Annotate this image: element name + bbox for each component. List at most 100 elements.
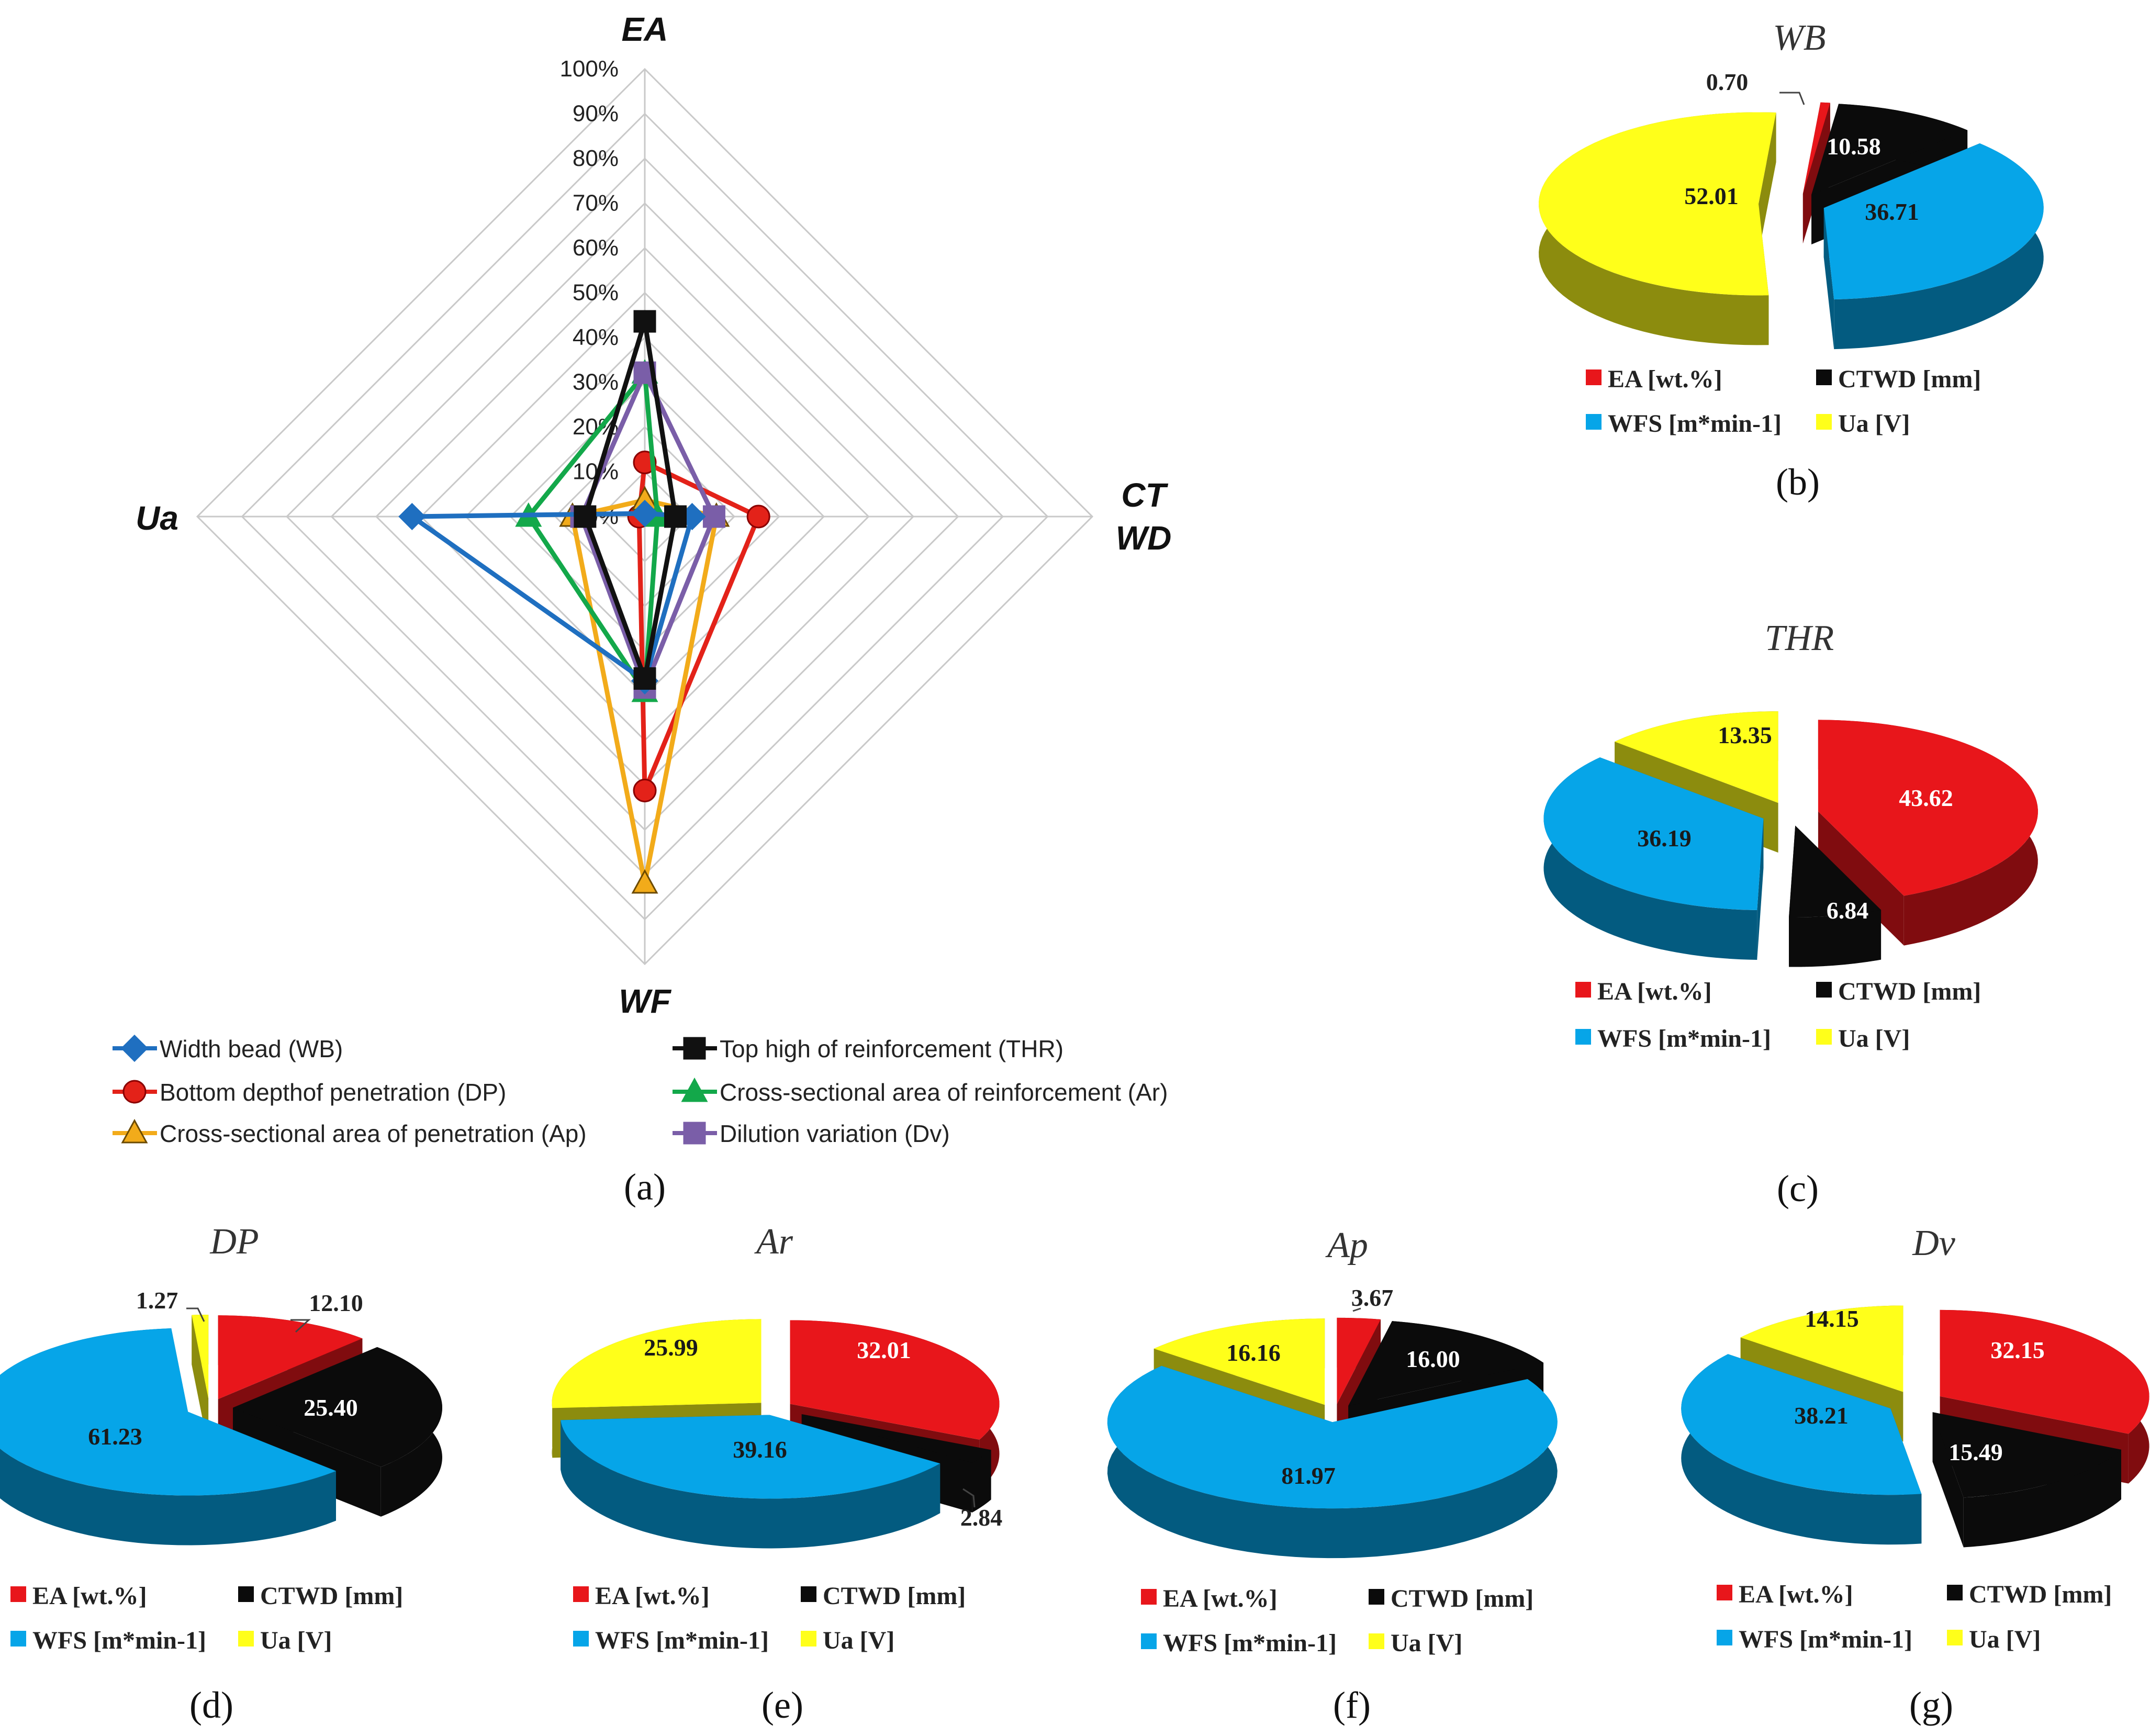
pie-chart: Ar 32.01 2.84 39.16 25.99 EA [wt.%] CTWD [mm] W… <box>552 1222 1002 1726</box>
pie-slice-top <box>1337 1317 1381 1404</box>
pie-legend-swatch <box>238 1631 254 1647</box>
pie-slice <box>1802 102 1830 244</box>
radar-series <box>515 359 671 702</box>
radar-point <box>631 499 659 528</box>
pie-value-label: 81.97 <box>1281 1462 1336 1489</box>
radar-chart: 0%10%20%30%40%50%60%70%80%90%100%EACTWDW… <box>113 10 1171 1208</box>
radar-tick-label: 30% <box>573 369 619 395</box>
pie-legend-swatch <box>801 1631 816 1647</box>
pie-legend-label: CTWD [mm] <box>1391 1585 1533 1612</box>
pie-legend: EA [wt.%] CTWD [mm] WFS [m*min-1] Ua [V] <box>10 1582 403 1654</box>
legend-item: Dilution variation (Dv) <box>673 1120 950 1147</box>
legend-item: Cross-sectional area of penetration (Ap) <box>113 1118 587 1147</box>
pie-legend-item: WFS [m*min-1] <box>1586 410 1782 438</box>
pie-chart: DP 12.10 25.40 61.23 1.27 EA [wt.%] CTWD [mm] W… <box>0 1222 442 1726</box>
radar-point <box>120 1034 149 1062</box>
pie-slice-top <box>192 1315 209 1399</box>
pie-chart: THR 43.62 6.84 36.19 13.35 EA [wt.%] CTWD [mm]… <box>1543 618 2038 1209</box>
radar-legend: Width bead (WB) Top high of reinforcement… <box>113 1034 1168 1147</box>
radar-point <box>683 1037 706 1060</box>
pie-value-label: 38.21 <box>1794 1402 1849 1429</box>
pie-value-label: 36.19 <box>1637 825 1692 852</box>
radar-point <box>633 779 657 803</box>
pie-slice-top <box>1818 720 2038 896</box>
pie-chart: Ap 3.67 16.00 81.97 16.16 EA [wt.%] CTWD [mm] W… <box>1107 1225 1558 1726</box>
pie-legend-label: EA [wt.%] <box>1163 1585 1278 1612</box>
pie-slice-wall <box>1818 811 1904 946</box>
pie-legend-label: Ua [V] <box>1391 1629 1462 1657</box>
radar-series <box>574 310 687 690</box>
pie-slice-top <box>232 1347 442 1467</box>
pie-legend-item: CTWD [mm] <box>1369 1585 1533 1612</box>
pie-slice-top <box>1823 143 2044 300</box>
pie-legend-item: Ua [V] <box>1369 1629 1462 1657</box>
panel-label: (d) <box>189 1684 233 1726</box>
pie-legend-swatch <box>1369 1589 1384 1605</box>
pie-chart: Dv 32.15 15.49 38.21 14.15 EA [wt.%] CTWD [mm]… <box>1681 1223 2149 1726</box>
pie-value-label: 12.10 <box>309 1290 363 1316</box>
axis-label-ctwd: WD <box>1116 519 1172 557</box>
pie-legend-item: WFS [m*min-1] <box>1717 1626 1912 1653</box>
pie-legend-item: EA [wt.%] <box>1717 1581 1853 1608</box>
radar-axis-labels: EA CT WD WF Ua <box>136 10 1171 1020</box>
pie-slice-top <box>1811 104 1968 195</box>
pie-chart: WB 0.70 10.58 36.71 52.01 EA [wt.%] CTWD [mm] W… <box>1539 18 2044 503</box>
pie-legend: EA [wt.%] CTWD [mm] WFS [m*min-1] Ua [V] <box>1575 978 1981 1052</box>
pie-slice-top <box>790 1320 1000 1440</box>
pie-slice-rim <box>561 1420 940 1549</box>
pie-legend-label: Ua [V] <box>260 1627 332 1654</box>
pie-legend-item: CTWD [mm] <box>238 1582 403 1610</box>
radar-tick-label: 70% <box>573 191 619 216</box>
pie-value-label: 6.84 <box>1827 897 1869 924</box>
pie-title: Dv <box>1912 1223 1956 1263</box>
pie-value-label: 52.01 <box>1684 183 1739 209</box>
pie-legend-item: EA [wt.%] <box>1586 365 1722 393</box>
pie-leader-line <box>962 1488 976 1508</box>
pie-leader-line <box>1352 1307 1361 1312</box>
pie-title: DP <box>209 1222 259 1262</box>
pie-slice-rim <box>1789 910 1882 967</box>
pie-slice <box>1789 825 1882 967</box>
pie-legend-swatch <box>1141 1633 1157 1649</box>
pie-slice-top <box>801 1414 991 1463</box>
pie-legend-label: WFS [m*min-1] <box>595 1627 769 1654</box>
pie-legend-swatch <box>1369 1633 1384 1649</box>
panel-label: (a) <box>624 1166 666 1208</box>
pie-legend-item: Ua [V] <box>1816 1025 1910 1052</box>
pie-value-label: 1.27 <box>136 1287 178 1314</box>
pie-slice-top <box>1802 102 1830 194</box>
pie-slice-top <box>1107 1365 1558 1509</box>
pie-slice-top <box>1940 1309 2149 1434</box>
legend-label: Cross-sectional area of reinforcement (A… <box>720 1079 1168 1106</box>
legend-label: Cross-sectional area of penetration (Ap) <box>160 1120 587 1147</box>
pie-legend-item: EA [wt.%] <box>1141 1585 1278 1612</box>
pie-legend: EA [wt.%] CTWD [mm] WFS [m*min-1] Ua [V] <box>573 1582 966 1654</box>
pie-legend-item: EA [wt.%] <box>10 1582 147 1610</box>
legend-label: Width bead (WB) <box>160 1035 343 1062</box>
panel-label: (e) <box>762 1684 803 1726</box>
pie-legend-swatch <box>1816 369 1832 385</box>
pie-legend-swatch <box>1586 414 1602 430</box>
radar-tick-label: 60% <box>573 235 619 261</box>
radar-point <box>681 1077 708 1102</box>
pie-legend-label: CTWD [mm] <box>260 1582 403 1610</box>
pie-slice-wall <box>1823 208 1834 350</box>
pie-title: WB <box>1773 18 1826 58</box>
pie-slice-top <box>1615 711 1778 803</box>
legend-item: Cross-sectional area of reinforcement (A… <box>673 1077 1168 1106</box>
radar-point <box>746 505 770 529</box>
pie-legend-label: CTWD [mm] <box>1838 365 1981 393</box>
pie-title: THR <box>1765 618 1834 658</box>
pie-value-label: 25.99 <box>644 1334 698 1361</box>
radar-tick-label: 80% <box>573 145 619 171</box>
radar-point <box>574 505 597 528</box>
radar-point <box>398 502 426 531</box>
pie-legend-swatch <box>238 1586 254 1602</box>
pie-slice <box>1932 1412 2121 1548</box>
pie-slice <box>1539 112 1776 345</box>
pie-slice-top <box>1789 825 1882 917</box>
pie-slice-top <box>552 1319 762 1408</box>
pie-slice-top <box>1543 757 1764 910</box>
pie-legend-swatch <box>573 1631 589 1647</box>
radar-point <box>122 1080 147 1104</box>
